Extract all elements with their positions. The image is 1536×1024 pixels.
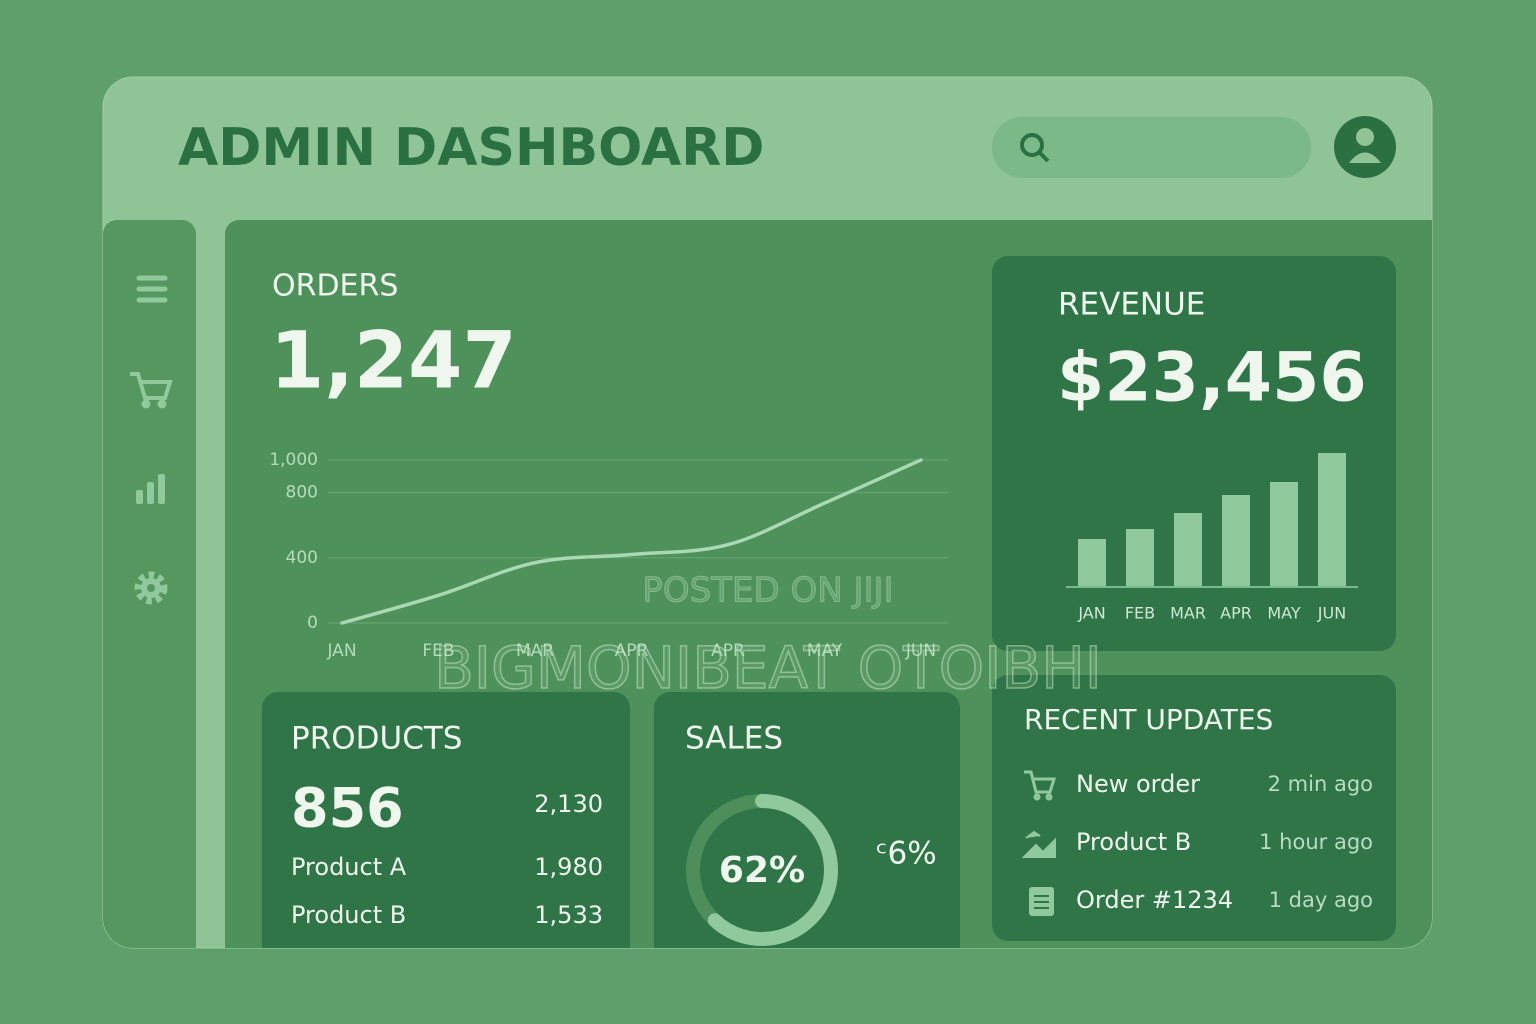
x-tick-label: JAN [326, 641, 356, 661]
x-tick-label: JUN [905, 641, 936, 661]
y-tick-label: 400 [286, 548, 318, 568]
update-time: 1 day ago [1269, 888, 1373, 912]
product-label: 856 [291, 777, 404, 840]
donut-arc [707, 794, 838, 946]
bar [1126, 529, 1154, 587]
x-tick-label: APR [1220, 604, 1252, 623]
revenue-value: $23,456 [1057, 339, 1367, 418]
search-box[interactable] [992, 117, 1311, 178]
avatar[interactable] [1334, 116, 1396, 178]
document-icon [1029, 887, 1054, 916]
bar [1270, 482, 1298, 587]
products-title: PRODUCTS [291, 721, 462, 757]
menu-icon[interactable] [136, 275, 168, 303]
bar [1318, 453, 1346, 587]
update-text[interactable]: Product B [1076, 828, 1191, 856]
cart-icon[interactable] [130, 372, 173, 409]
search-icon [1020, 133, 1050, 163]
updates-title: RECENT UPDATES [1024, 703, 1273, 736]
settings-icon[interactable] [134, 571, 168, 605]
x-tick-label: JUN [1317, 604, 1346, 623]
order-icon [1024, 770, 1057, 801]
x-tick-label: MAR [1170, 604, 1206, 623]
product-label: Product A [291, 853, 407, 881]
stats-icon[interactable] [136, 474, 165, 504]
sales-card [654, 692, 960, 948]
update-time: 2 min ago [1268, 772, 1373, 796]
update-text[interactable]: New order [1076, 770, 1200, 798]
page-title: ADMIN DASHBOARD [178, 118, 764, 178]
bar [1078, 539, 1106, 587]
x-tick-label: FEB [422, 641, 454, 661]
panel-body: 856 2,130 Product A 1,980 Product B 1,533 [103, 220, 1432, 948]
y-tick-label: 800 [286, 483, 318, 503]
x-tick-label: APR [711, 641, 745, 661]
x-tick-label: APR [615, 641, 649, 661]
y-tick-label: 1,000 [269, 450, 318, 470]
product-value: 1,980 [534, 853, 603, 881]
y-tick-label: 0 [307, 613, 318, 633]
sales-title: SALES [685, 721, 783, 757]
bar [1174, 513, 1202, 587]
orders-title: ORDERS [272, 269, 398, 304]
orders-value: 1,247 [270, 316, 517, 406]
product-value: 2,130 [534, 790, 603, 818]
update-time: 1 hour ago [1259, 830, 1373, 854]
product-label: Product B [291, 901, 406, 929]
products-card [262, 692, 630, 948]
product-value: 1,533 [534, 901, 603, 929]
orders-line [340, 458, 923, 625]
watermark: BIGMONIBEAT OTOIBHI [434, 634, 1102, 702]
bar [1222, 495, 1250, 587]
revenue-title: REVENUE [1058, 287, 1205, 323]
x-tick-label: MAY [1267, 604, 1301, 623]
product-icon [1021, 830, 1056, 858]
sales-side-label: ᶜ6% [876, 836, 937, 872]
update-text[interactable]: Order #1234 [1076, 886, 1233, 914]
x-tick-label: FEB [1125, 604, 1155, 623]
x-tick-label: MAY [807, 641, 843, 661]
updates-card [992, 675, 1396, 941]
x-tick-label: JAN [1077, 604, 1105, 623]
watermark: POSTED ON JIJI [642, 571, 893, 611]
donut-label: 62% [719, 850, 805, 891]
x-tick-label: MAR [516, 641, 554, 661]
